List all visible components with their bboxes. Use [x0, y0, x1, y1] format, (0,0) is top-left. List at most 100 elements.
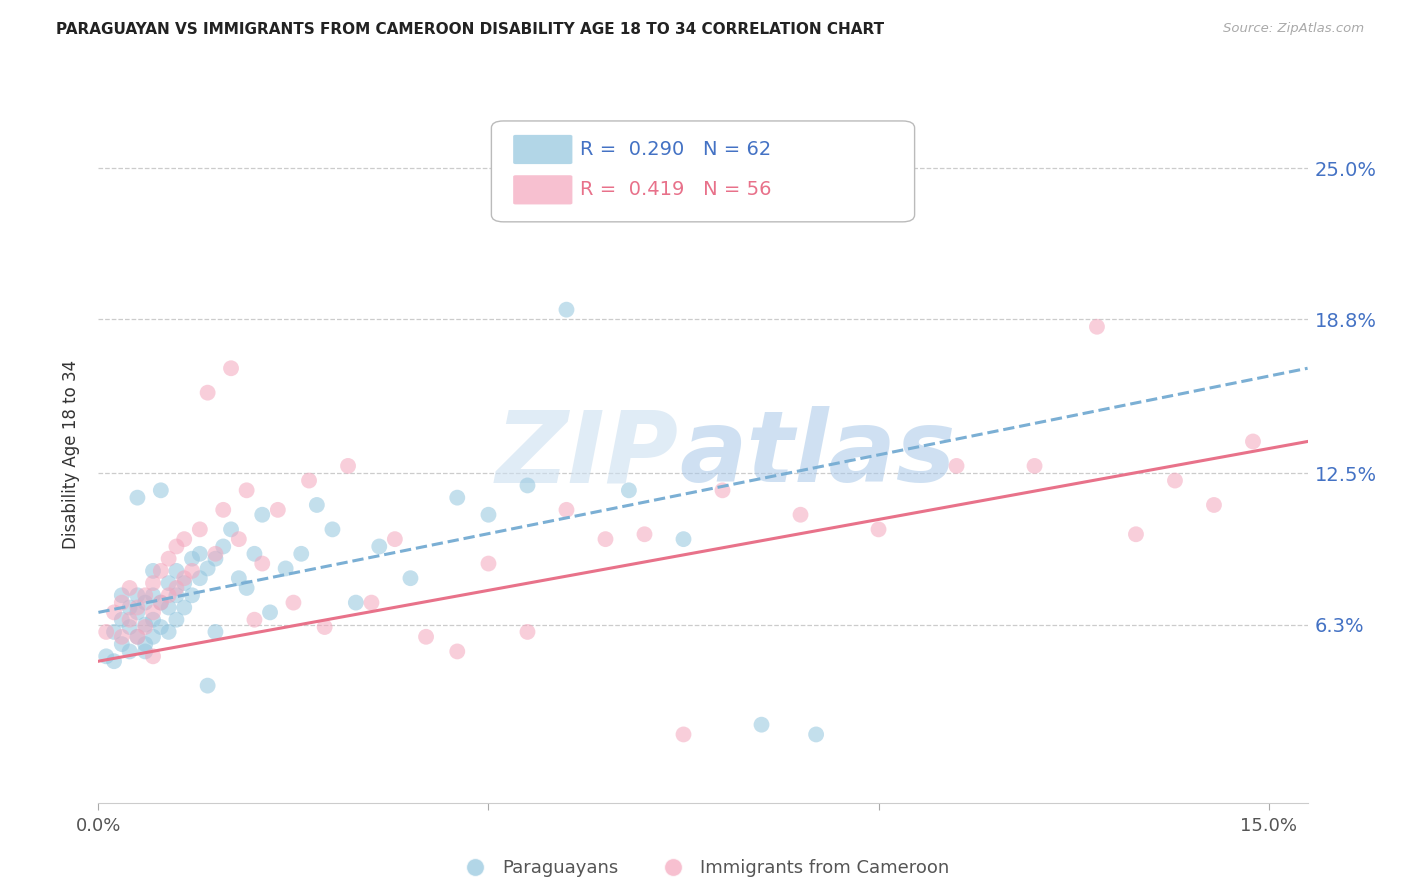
Point [118, 600, 141, 615]
Point [149, 620, 172, 634]
Point [283, 596, 305, 610]
Point [111, 630, 134, 644]
Point [633, 527, 655, 541]
Point [804, 727, 827, 741]
Point [134, 620, 156, 634]
Point [111, 613, 134, 627]
Point [165, 613, 187, 627]
Point [181, 564, 204, 578]
Point [197, 561, 219, 575]
Point [204, 624, 226, 639]
Point [1241, 434, 1264, 449]
Point [111, 596, 134, 610]
Point [134, 617, 156, 632]
Point [555, 302, 578, 317]
Point [165, 581, 187, 595]
Point [212, 503, 235, 517]
Point [384, 532, 406, 546]
Point [555, 503, 578, 517]
Point [267, 503, 290, 517]
Legend: Paraguayans, Immigrants from Cameroon: Paraguayans, Immigrants from Cameroon [450, 852, 956, 884]
Point [157, 551, 180, 566]
Point [290, 547, 312, 561]
Point [298, 474, 321, 488]
Point [868, 522, 890, 536]
Point [243, 613, 266, 627]
Text: atlas: atlas [679, 407, 955, 503]
Text: R =  0.419   N = 56: R = 0.419 N = 56 [579, 180, 770, 199]
Point [219, 522, 242, 536]
Point [118, 644, 141, 658]
Point [243, 547, 266, 561]
Point [446, 644, 468, 658]
Point [1024, 458, 1046, 473]
Point [259, 606, 281, 620]
Point [516, 478, 538, 492]
Point [149, 483, 172, 498]
Point [672, 532, 695, 546]
Point [134, 588, 156, 602]
Point [751, 717, 773, 731]
Point [165, 564, 187, 578]
Point [173, 571, 195, 585]
Point [595, 532, 617, 546]
Point [188, 547, 211, 561]
Point [134, 644, 156, 658]
Point [204, 551, 226, 566]
FancyBboxPatch shape [513, 135, 572, 164]
Point [134, 637, 156, 651]
Text: ZIP: ZIP [496, 407, 679, 503]
Point [111, 588, 134, 602]
Point [360, 596, 382, 610]
Point [321, 522, 343, 536]
Point [111, 637, 134, 651]
Point [477, 557, 499, 571]
Point [118, 620, 141, 634]
Point [149, 596, 172, 610]
Point [157, 600, 180, 615]
Point [337, 458, 360, 473]
Point [149, 596, 172, 610]
Point [118, 613, 141, 627]
Point [96, 624, 118, 639]
Text: R =  0.290   N = 62: R = 0.290 N = 62 [579, 140, 770, 159]
Point [617, 483, 640, 498]
Y-axis label: Disability Age 18 to 34: Disability Age 18 to 34 [62, 360, 80, 549]
Point [142, 564, 165, 578]
Point [142, 606, 165, 620]
Point [173, 532, 195, 546]
Point [516, 624, 538, 639]
Point [197, 679, 219, 693]
Point [477, 508, 499, 522]
Point [127, 491, 149, 505]
Point [127, 630, 149, 644]
Point [181, 588, 204, 602]
Point [188, 522, 211, 536]
Point [415, 630, 437, 644]
Point [212, 540, 235, 554]
Text: PARAGUAYAN VS IMMIGRANTS FROM CAMEROON DISABILITY AGE 18 TO 34 CORRELATION CHART: PARAGUAYAN VS IMMIGRANTS FROM CAMEROON D… [56, 22, 884, 37]
Point [118, 581, 141, 595]
Point [1202, 498, 1225, 512]
Point [1125, 527, 1147, 541]
Point [103, 624, 125, 639]
Point [1164, 474, 1187, 488]
Point [173, 576, 195, 591]
Point [228, 571, 250, 585]
Point [314, 620, 336, 634]
Text: Source: ZipAtlas.com: Source: ZipAtlas.com [1223, 22, 1364, 36]
Point [157, 624, 180, 639]
Point [173, 600, 195, 615]
Point [142, 630, 165, 644]
Point [188, 571, 211, 585]
Point [1085, 319, 1108, 334]
Point [945, 458, 967, 473]
Point [142, 576, 165, 591]
Point [157, 588, 180, 602]
Point [368, 540, 391, 554]
Point [134, 596, 156, 610]
Point [127, 630, 149, 644]
Point [149, 564, 172, 578]
Point [157, 576, 180, 591]
Point [96, 649, 118, 664]
